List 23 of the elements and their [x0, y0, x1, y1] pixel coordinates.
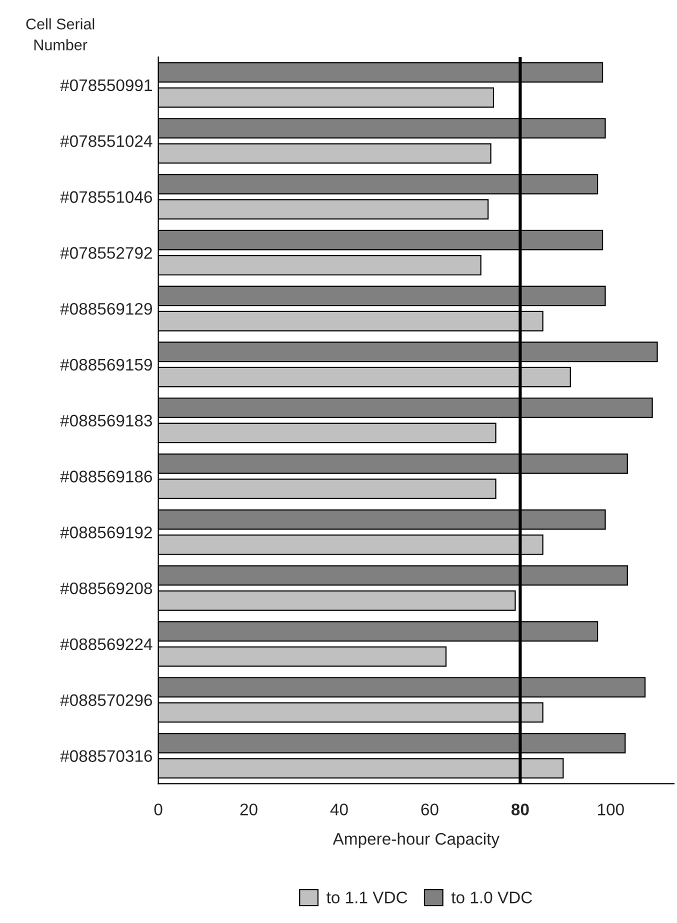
y-tick-label: #088569129 [60, 302, 152, 315]
y-tick-label: #078551024 [60, 135, 152, 148]
y-tick-label: #088569224 [60, 638, 152, 650]
y-tick-label: #088569159 [60, 358, 152, 371]
y-axis-title: Cell Serial Number [26, 18, 94, 50]
x-tick-label: 60 [421, 804, 438, 816]
legend-label: to 1.0 VDC [451, 892, 532, 904]
y-tick-label: #088570296 [60, 694, 152, 706]
x-axis-title: Ampere-hour Capacity [332, 832, 500, 848]
y-tick-label: #078550991 [60, 79, 152, 92]
y-tick-label: #088570316 [60, 750, 152, 762]
x-tick-label: 100 [598, 804, 624, 816]
y-tick-label: #088569183 [60, 414, 152, 427]
y-tick-label: #088569192 [60, 526, 152, 538]
x-tick-label: 80 [511, 804, 529, 816]
legend-label: to 1.1 VDC [326, 892, 408, 904]
y-tick-label: #078551046 [60, 191, 152, 203]
x-tick-label: 20 [240, 804, 258, 816]
y-tick-label: #088569186 [60, 470, 152, 482]
x-tick-label: 0 [154, 804, 162, 816]
y-tick-label: #088569208 [60, 582, 152, 594]
x-tick-label: 40 [330, 804, 348, 816]
y-tick-label: #078552792 [60, 247, 152, 259]
